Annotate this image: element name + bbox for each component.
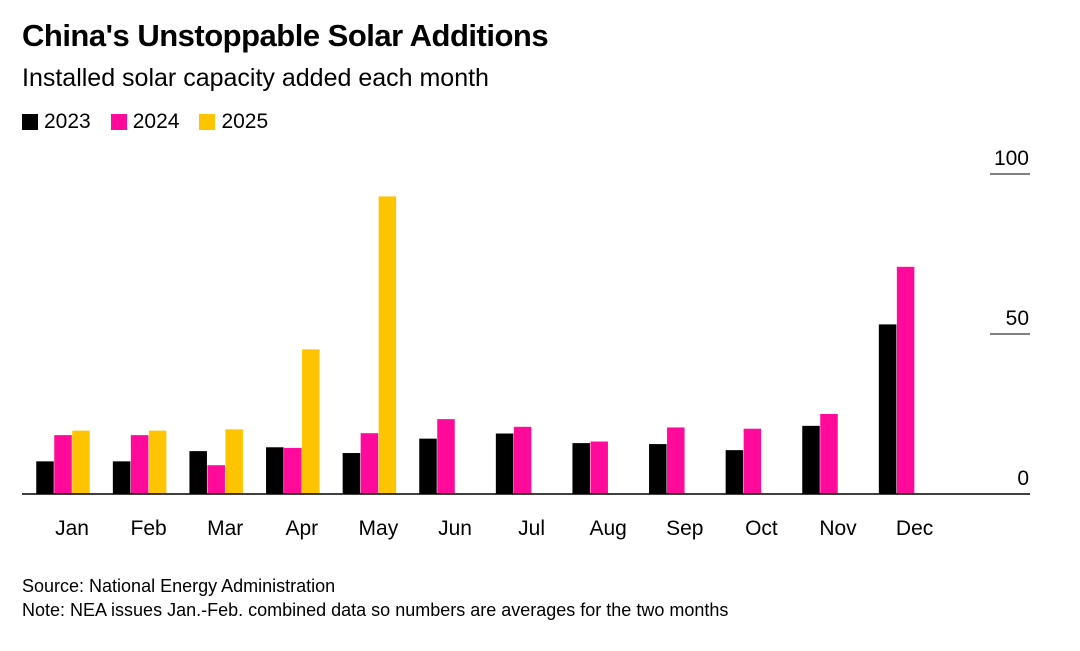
bar-2023-jan bbox=[36, 461, 54, 494]
x-tick-label-jun: Jun bbox=[438, 517, 472, 540]
legend-label-2024: 2024 bbox=[132, 110, 180, 133]
bar-2024-oct bbox=[743, 428, 762, 494]
x-tick-label-aug: Aug bbox=[590, 517, 627, 540]
bar-2024-dec bbox=[896, 266, 915, 494]
bar-2024-jun bbox=[437, 419, 455, 494]
bar-2024-apr bbox=[284, 447, 302, 494]
bar-2025-mar bbox=[225, 429, 243, 494]
bar-2023-nov bbox=[802, 425, 820, 494]
legend-item-2025: 2025 bbox=[199, 110, 268, 134]
bar-2025-feb bbox=[148, 430, 167, 494]
bar-2023-mar bbox=[189, 451, 207, 494]
bar-2024-may bbox=[360, 433, 379, 494]
y-tick-label-0: 0 bbox=[1017, 467, 1029, 490]
bar-2025-apr bbox=[302, 349, 320, 494]
legend-swatch-2024 bbox=[110, 114, 127, 130]
bar-2023-sep bbox=[649, 444, 667, 494]
bar-2025-may bbox=[378, 196, 397, 494]
x-tick-label-feb: Feb bbox=[131, 517, 167, 540]
x-tick-label-jan: Jan bbox=[55, 517, 89, 540]
footnote: Note: NEA issues Jan.-Feb. combined data… bbox=[22, 600, 729, 620]
bar-2024-sep bbox=[667, 427, 685, 494]
legend-label-2025: 2025 bbox=[221, 110, 269, 133]
x-tick-label-oct: Oct bbox=[745, 517, 778, 540]
bar-2023-jul bbox=[495, 433, 514, 494]
x-tick-label-dec: Dec bbox=[896, 517, 933, 540]
x-tick-label-may: May bbox=[359, 517, 399, 540]
bar-2024-aug bbox=[590, 441, 608, 494]
bar-2024-feb bbox=[130, 435, 149, 494]
bar-2023-jun bbox=[419, 438, 437, 494]
legend-swatch-2025 bbox=[199, 114, 216, 130]
bar-2023-may bbox=[342, 453, 361, 494]
x-tick-label-mar: Mar bbox=[207, 517, 243, 540]
bar-2024-nov bbox=[820, 414, 838, 494]
chart-title: China's Unstoppable Solar Additions bbox=[22, 18, 549, 53]
legend-swatch-2023 bbox=[22, 114, 38, 130]
legend: 2023 2024 2025 bbox=[22, 110, 268, 134]
y-tick-label-100: 100 bbox=[994, 147, 1029, 170]
x-tick-label-sep: Sep bbox=[666, 517, 703, 540]
bar-2024-jul bbox=[513, 426, 532, 494]
legend-item-2024: 2024 bbox=[110, 110, 180, 134]
x-tick-label-nov: Nov bbox=[819, 517, 857, 540]
y-tick-label-50: 50 bbox=[1006, 307, 1029, 330]
bar-2024-mar bbox=[207, 465, 225, 494]
legend-item-2023: 2023 bbox=[22, 110, 91, 134]
legend-label-2023: 2023 bbox=[44, 110, 91, 133]
bar-2023-oct bbox=[725, 450, 744, 494]
x-tick-label-apr: Apr bbox=[285, 517, 318, 540]
bar-2025-jan bbox=[72, 430, 90, 494]
bar-2024-jan bbox=[54, 435, 72, 494]
bar-2023-apr bbox=[266, 447, 284, 494]
source-note: Source: National Energy Administration bbox=[22, 576, 336, 596]
x-tick-label-jul: Jul bbox=[518, 517, 545, 540]
bar-2023-dec bbox=[878, 324, 897, 494]
bar-2023-feb bbox=[112, 461, 131, 494]
chart-subtitle: Installed solar capacity added each mont… bbox=[22, 64, 489, 92]
bar-2023-aug bbox=[572, 443, 590, 494]
